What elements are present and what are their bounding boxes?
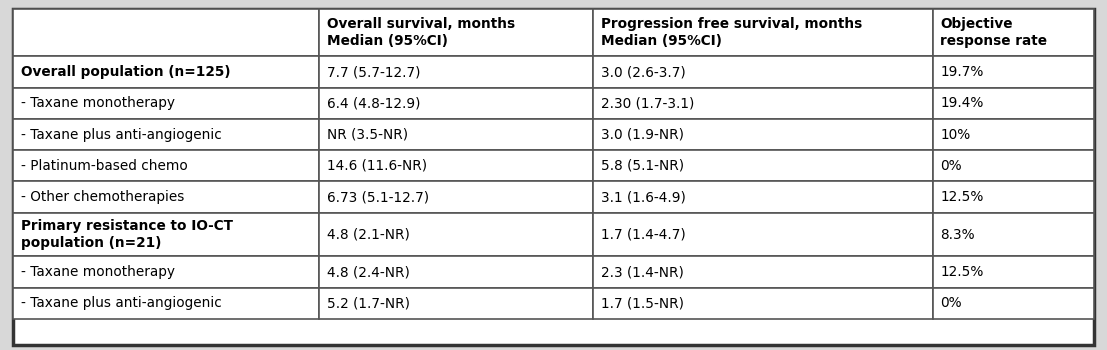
Text: 19.4%: 19.4%	[940, 96, 984, 110]
Bar	[933, 181, 1094, 213]
Bar	[593, 181, 933, 213]
Text: 10%: 10%	[940, 128, 971, 142]
Bar	[593, 288, 933, 319]
Bar	[319, 213, 593, 257]
Text: - Taxane monotherapy: - Taxane monotherapy	[21, 96, 175, 110]
Bar	[319, 88, 593, 119]
Text: 8.3%: 8.3%	[940, 228, 975, 241]
Bar	[933, 257, 1094, 288]
Text: - Other chemotherapies: - Other chemotherapies	[21, 190, 184, 204]
Bar	[933, 288, 1094, 319]
Text: 14.6 (11.6-NR): 14.6 (11.6-NR)	[327, 159, 426, 173]
Text: 3.0 (2.6-3.7): 3.0 (2.6-3.7)	[601, 65, 686, 79]
Text: 12.5%: 12.5%	[940, 190, 984, 204]
Bar	[593, 213, 933, 257]
Bar	[13, 56, 319, 88]
Bar	[933, 150, 1094, 181]
Bar	[593, 119, 933, 150]
Bar	[13, 88, 319, 119]
Text: Objective
response rate: Objective response rate	[940, 17, 1047, 48]
Bar	[933, 119, 1094, 150]
Text: 19.7%: 19.7%	[940, 65, 984, 79]
Text: NR (3.5-NR): NR (3.5-NR)	[327, 128, 407, 142]
Bar	[593, 88, 933, 119]
Bar	[13, 288, 319, 319]
Text: Overall population (n=125): Overall population (n=125)	[21, 65, 230, 79]
Bar	[593, 150, 933, 181]
Text: 7.7 (5.7-12.7): 7.7 (5.7-12.7)	[327, 65, 421, 79]
Text: 1.7 (1.5-NR): 1.7 (1.5-NR)	[601, 296, 684, 310]
Text: - Platinum-based chemo: - Platinum-based chemo	[21, 159, 187, 173]
Bar	[933, 56, 1094, 88]
Bar	[13, 9, 319, 56]
Bar	[933, 9, 1094, 56]
Text: - Taxane plus anti-angiogenic: - Taxane plus anti-angiogenic	[21, 296, 221, 310]
Text: - Taxane monotherapy: - Taxane monotherapy	[21, 265, 175, 279]
Text: 2.30 (1.7-3.1): 2.30 (1.7-3.1)	[601, 96, 694, 110]
Text: 0%: 0%	[940, 159, 962, 173]
Bar	[13, 181, 319, 213]
Bar	[319, 257, 593, 288]
Text: 6.4 (4.8-12.9): 6.4 (4.8-12.9)	[327, 96, 421, 110]
Bar	[319, 119, 593, 150]
Text: - Taxane plus anti-angiogenic: - Taxane plus anti-angiogenic	[21, 128, 221, 142]
Bar	[13, 213, 319, 257]
Text: 3.0 (1.9-NR): 3.0 (1.9-NR)	[601, 128, 684, 142]
Bar	[13, 150, 319, 181]
Bar	[319, 9, 593, 56]
Text: Overall survival, months
Median (95%CI): Overall survival, months Median (95%CI)	[327, 17, 515, 48]
Bar	[13, 119, 319, 150]
Text: 12.5%: 12.5%	[940, 265, 984, 279]
Bar	[593, 9, 933, 56]
Bar	[13, 257, 319, 288]
Bar	[319, 56, 593, 88]
Bar	[933, 88, 1094, 119]
Text: 0%: 0%	[940, 296, 962, 310]
Text: 5.8 (5.1-NR): 5.8 (5.1-NR)	[601, 159, 684, 173]
Bar	[319, 288, 593, 319]
Bar	[319, 150, 593, 181]
Text: Primary resistance to IO-CT
population (n=21): Primary resistance to IO-CT population (…	[21, 219, 232, 250]
Bar	[319, 181, 593, 213]
Text: 6.73 (5.1-12.7): 6.73 (5.1-12.7)	[327, 190, 428, 204]
Text: 2.3 (1.4-NR): 2.3 (1.4-NR)	[601, 265, 684, 279]
Text: 1.7 (1.4-4.7): 1.7 (1.4-4.7)	[601, 228, 686, 241]
Text: Progression free survival, months
Median (95%CI): Progression free survival, months Median…	[601, 17, 862, 48]
Text: 3.1 (1.6-4.9): 3.1 (1.6-4.9)	[601, 190, 686, 204]
Text: 4.8 (2.1-NR): 4.8 (2.1-NR)	[327, 228, 410, 241]
Bar	[933, 213, 1094, 257]
Text: 5.2 (1.7-NR): 5.2 (1.7-NR)	[327, 296, 410, 310]
Text: 4.8 (2.4-NR): 4.8 (2.4-NR)	[327, 265, 410, 279]
Bar	[593, 56, 933, 88]
Bar	[593, 257, 933, 288]
